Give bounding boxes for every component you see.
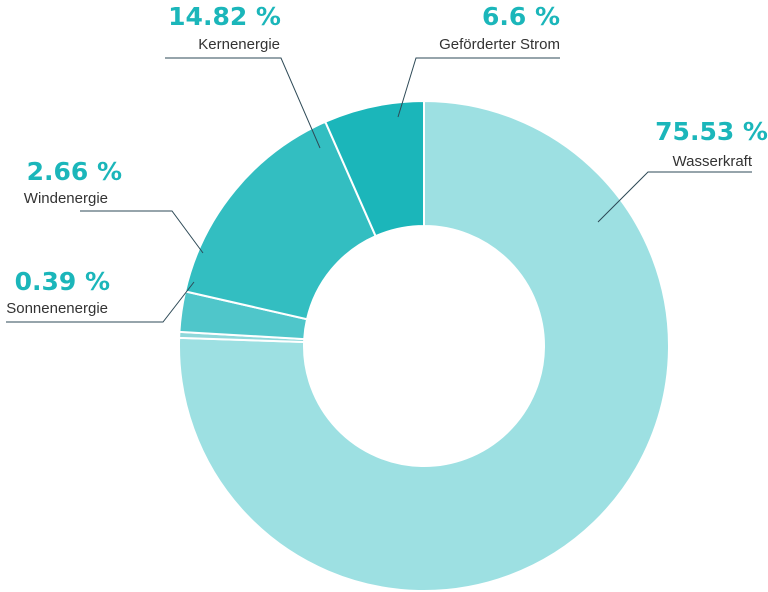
name-label-sonnenenergie: Sonnenenergie xyxy=(6,300,108,317)
name-label-kernenergie: Kernenergie xyxy=(198,36,280,53)
slice-kernenergie xyxy=(183,120,377,321)
leader-line-kernenergie xyxy=(165,57,321,149)
name-label-wasserkraft: Wasserkraft xyxy=(673,153,753,170)
leader-line-wasserkraft xyxy=(597,171,752,223)
value-label-wasserkraft: 75.53 % xyxy=(655,117,768,146)
slice-labels: 75.53 % Wasserkraft 0.39 % Sonnenenergie 2.6… xyxy=(6,2,768,317)
value-label-kernenergie: 14.82 % xyxy=(168,2,281,31)
leader-line-geforderter-strom xyxy=(397,57,560,118)
leader-lines xyxy=(6,57,752,323)
slice-wasserkraft xyxy=(178,99,670,592)
leader-line-windenergie xyxy=(80,210,204,254)
value-label-geforderter-strom: 6.6 % xyxy=(482,2,560,31)
value-label-windenergie: 2.66 % xyxy=(27,157,122,186)
slice-geforderter-strom xyxy=(323,99,425,238)
leader-line-sonnenenergie xyxy=(6,281,195,323)
donut-slices xyxy=(178,99,670,592)
value-label-sonnenenergie: 0.39 % xyxy=(15,267,110,296)
name-label-geforderter-strom: Geförderter Strom xyxy=(439,36,560,53)
name-label-windenergie: Windenergie xyxy=(24,190,108,207)
